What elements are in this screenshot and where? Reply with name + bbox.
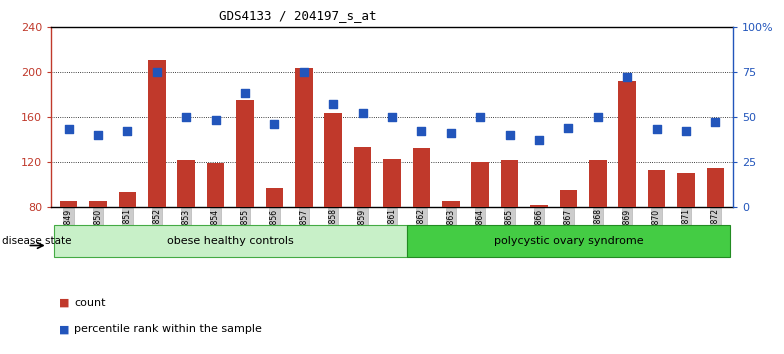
Text: ■: ■ xyxy=(59,298,69,308)
Point xyxy=(327,101,339,107)
Text: obese healthy controls: obese healthy controls xyxy=(167,236,294,246)
Point xyxy=(416,129,428,134)
Bar xyxy=(236,100,254,297)
Bar xyxy=(530,205,548,297)
Point xyxy=(533,137,546,143)
Bar xyxy=(295,68,313,297)
Bar xyxy=(589,160,607,297)
Point xyxy=(180,114,192,120)
Bar xyxy=(560,190,577,297)
Bar xyxy=(325,113,342,297)
Bar xyxy=(354,147,372,297)
Text: GDS4133 / 204197_s_at: GDS4133 / 204197_s_at xyxy=(220,9,376,22)
Bar xyxy=(677,173,695,297)
Point xyxy=(209,118,222,123)
Bar xyxy=(60,201,78,297)
Bar xyxy=(266,188,283,297)
Point xyxy=(386,114,398,120)
Point xyxy=(680,129,692,134)
Point xyxy=(92,132,104,138)
Point xyxy=(474,114,486,120)
Text: count: count xyxy=(74,298,106,308)
Point xyxy=(445,130,457,136)
Bar xyxy=(501,160,518,297)
Bar xyxy=(471,162,489,297)
Point xyxy=(62,127,74,132)
Text: ■: ■ xyxy=(59,324,69,334)
Point xyxy=(709,119,721,125)
Point xyxy=(621,74,633,80)
Bar xyxy=(407,225,730,257)
Point xyxy=(121,129,133,134)
Text: disease state: disease state xyxy=(2,236,72,246)
Point xyxy=(591,114,604,120)
Point xyxy=(268,121,281,127)
Point xyxy=(503,132,516,138)
Point xyxy=(356,110,368,116)
Bar xyxy=(412,148,430,297)
Bar xyxy=(177,160,195,297)
Text: polycystic ovary syndrome: polycystic ovary syndrome xyxy=(494,236,643,246)
Point xyxy=(238,91,251,96)
Bar xyxy=(442,201,459,297)
Bar xyxy=(619,81,636,297)
Bar xyxy=(89,201,107,297)
Bar xyxy=(207,163,224,297)
Point xyxy=(151,69,163,75)
Point xyxy=(650,127,662,132)
Point xyxy=(562,125,575,131)
Bar xyxy=(706,167,724,297)
Bar xyxy=(383,159,401,297)
Bar xyxy=(648,170,666,297)
Text: percentile rank within the sample: percentile rank within the sample xyxy=(74,324,263,334)
Bar xyxy=(54,225,407,257)
Point xyxy=(297,69,310,75)
Bar xyxy=(148,61,165,297)
Bar xyxy=(118,193,136,297)
